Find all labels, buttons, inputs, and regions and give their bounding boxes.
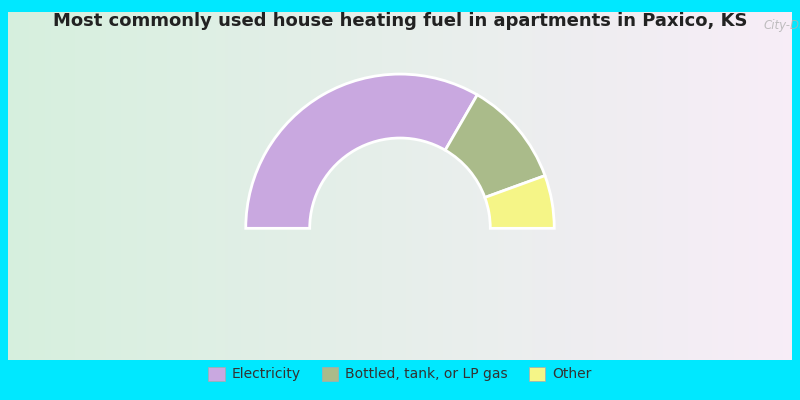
Wedge shape [446,95,545,198]
Text: City-Data.com: City-Data.com [763,19,800,32]
Legend: Electricity, Bottled, tank, or LP gas, Other: Electricity, Bottled, tank, or LP gas, O… [202,361,598,387]
Wedge shape [485,176,554,228]
Text: Most commonly used house heating fuel in apartments in Paxico, KS: Most commonly used house heating fuel in… [53,12,747,30]
Wedge shape [246,74,478,228]
